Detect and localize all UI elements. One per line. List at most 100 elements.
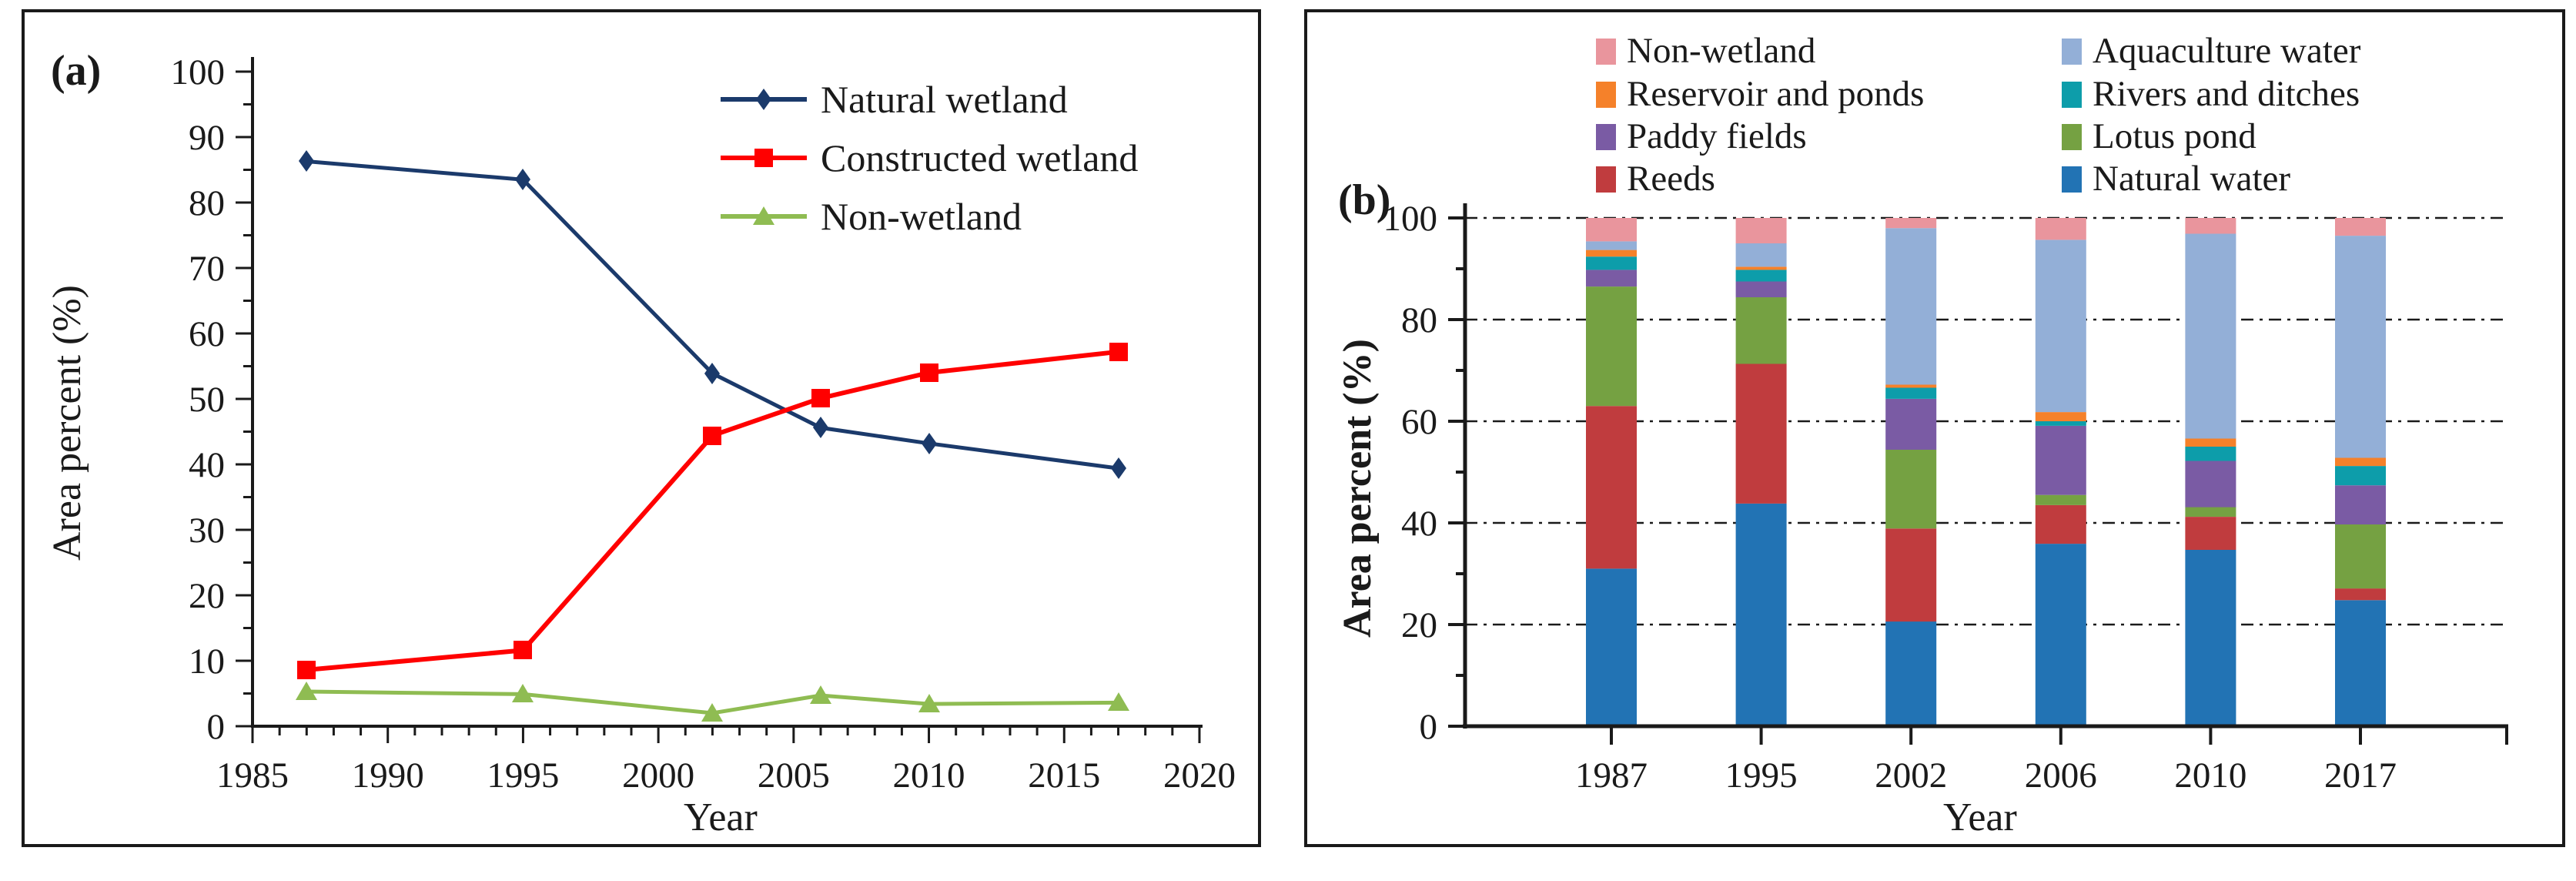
bar-segment <box>1586 286 1637 407</box>
bar-2017 <box>2335 218 2386 726</box>
bar-segment <box>2335 466 2386 486</box>
marker-diamond <box>704 363 720 384</box>
svg-text:40: 40 <box>189 445 225 485</box>
bar-segment <box>2035 421 2086 426</box>
svg-text:1990: 1990 <box>352 755 424 796</box>
legend-item-rivers-and-ditches: Rivers and ditches <box>2062 76 2360 112</box>
svg-text:90: 90 <box>189 118 225 158</box>
bar-segment <box>1586 568 1637 726</box>
panel-a-y-axis-title: Area percent (%) <box>45 285 89 561</box>
svg-text:2010: 2010 <box>893 755 965 796</box>
bar-segment <box>1586 256 1637 270</box>
svg-text:100: 100 <box>1383 199 1438 239</box>
marker-square <box>514 641 532 659</box>
legend-item-reservoir-and-ponds: Reservoir and ponds <box>1596 76 1924 112</box>
panel-b-label: (b) <box>1338 176 1391 224</box>
bar-segment <box>2035 504 2086 544</box>
bar-segment <box>1586 250 1637 257</box>
panel-a-plot: 0 10 20 30 40 50 60 70 80 90 100 1985 1990 1995 2000 20… <box>171 52 1236 796</box>
bar-segment <box>2185 447 2236 461</box>
bar-segment <box>1735 363 1787 504</box>
bar-2006 <box>2035 218 2086 726</box>
svg-text:2020: 2020 <box>1163 755 1236 796</box>
legend-item-non-wetland-line: Non-wetland <box>718 197 1022 236</box>
bar-segment <box>2035 544 2086 726</box>
bar-segment <box>1885 387 1937 399</box>
marker-square <box>811 389 830 407</box>
bar-segment <box>1586 270 1637 287</box>
bar-segment <box>1586 406 1637 569</box>
paddy-fields-swatch-icon <box>1596 123 1616 150</box>
svg-text:20: 20 <box>189 576 225 616</box>
svg-text:100: 100 <box>171 52 226 92</box>
marker-triangle <box>512 684 534 702</box>
bar-segment <box>2335 236 2386 458</box>
svg-text:2010: 2010 <box>2174 755 2246 796</box>
legend-label: Lotus pond <box>2093 116 2257 156</box>
svg-text:60: 60 <box>189 314 225 354</box>
bar-segment <box>1735 270 1787 282</box>
marker-square <box>1109 343 1128 361</box>
svg-text:70: 70 <box>189 249 225 289</box>
legend-item-reeds: Reeds <box>1596 161 1715 197</box>
bar-segment <box>1735 503 1787 726</box>
bar-segment <box>1735 281 1787 297</box>
marker-diamond <box>1111 457 1126 479</box>
marker-diamond <box>922 433 937 454</box>
bar-segment <box>1735 218 1787 243</box>
marker-triangle <box>701 703 723 722</box>
marker-diamond <box>813 417 828 438</box>
lotus-pond-swatch-icon <box>2062 123 2082 150</box>
aquaculture-water-swatch-icon <box>2062 38 2082 65</box>
panel-b-y-axis-title: Area percent (%) <box>1336 339 1380 638</box>
legend-item-aquaculture-water: Aquaculture water <box>2062 33 2360 69</box>
marker-square <box>920 363 938 382</box>
bar-1995 <box>1735 218 1787 726</box>
legend-label: Rivers and ditches <box>2093 74 2360 114</box>
bar-segment <box>2185 438 2236 447</box>
svg-text:60: 60 <box>1401 402 1437 442</box>
panel-b-plot: 0 20 40 60 80 100 1987 1995 2002 2006 2010 2017 <box>1383 199 2508 796</box>
bar-segment <box>2335 588 2386 601</box>
rivers-and-ditches-swatch-icon <box>2062 81 2082 108</box>
bar-segment <box>2035 425 2086 495</box>
marker-triangle <box>753 206 774 225</box>
bar-2002 <box>1885 218 1937 726</box>
marker-diamond <box>515 169 530 190</box>
bar-segment <box>2035 218 2086 240</box>
legend-label: Aquaculture water <box>2093 31 2361 71</box>
marker-diamond <box>756 89 771 110</box>
svg-text:10: 10 <box>189 641 225 682</box>
legend-label: Constructed wetland <box>821 136 1139 179</box>
bar-segment <box>2185 218 2236 234</box>
series-non-wetland <box>296 682 1129 722</box>
svg-text:1985: 1985 <box>216 755 289 796</box>
bar-segment <box>1885 399 1937 450</box>
legend-item-lotus-pond: Lotus pond <box>2062 119 2257 155</box>
legend-item-non-wetland: Non-wetland <box>1596 33 1815 69</box>
legend-label: Paddy fields <box>1627 116 1807 156</box>
bar-segment <box>1885 384 1937 388</box>
natural-wetland-line-icon <box>721 89 807 110</box>
marker-triangle <box>810 685 831 704</box>
bar-1987 <box>1586 218 1637 726</box>
svg-text:2000: 2000 <box>622 755 694 796</box>
bar-segment <box>2035 412 2086 421</box>
bar-segment <box>2185 550 2236 726</box>
bar-segment <box>1735 243 1787 267</box>
bar-segment <box>2335 218 2386 236</box>
non-wetland-swatch-icon <box>1596 38 1616 65</box>
svg-text:2005: 2005 <box>758 755 830 796</box>
svg-text:40: 40 <box>1401 504 1437 544</box>
bar-segment <box>2185 507 2236 517</box>
legend-item-paddy-fields: Paddy fields <box>1596 119 1807 155</box>
panel-b: (b) 0 20 40 60 80 100 1987 1995 2002 2006 2010 2017… <box>1304 9 2565 847</box>
reservoir-and-ponds-swatch-icon <box>1596 81 1616 108</box>
bar-segment <box>1586 241 1637 250</box>
legend-label: Non-wetland <box>1627 31 1816 71</box>
reeds-swatch-icon <box>1596 166 1616 193</box>
panel-a: (a) 0 10 20 30 40 50 60 70 80 90 100 1985 1990 1995 20… <box>22 9 1261 847</box>
axes-b <box>1448 203 2508 745</box>
bar-segment <box>1885 218 1937 229</box>
bar-segment <box>2335 600 2386 726</box>
